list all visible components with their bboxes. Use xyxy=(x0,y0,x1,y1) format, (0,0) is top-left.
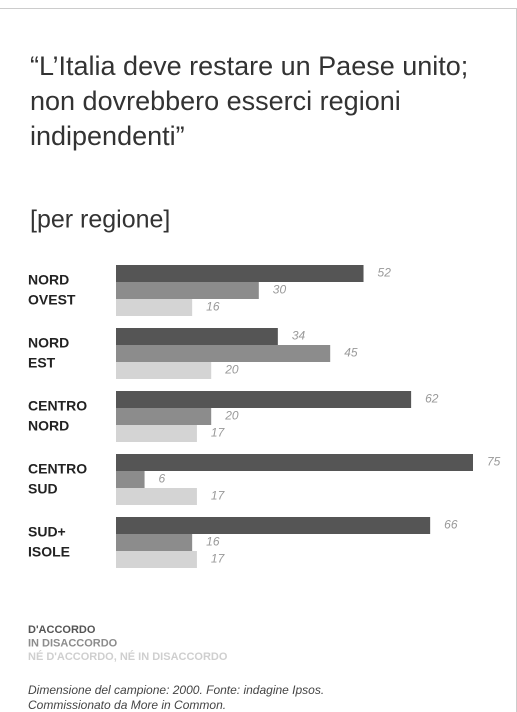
value-label: 16 xyxy=(206,535,220,549)
value-label: 17 xyxy=(211,552,226,566)
category-label: SUD+ xyxy=(28,524,66,540)
value-label: 34 xyxy=(292,329,306,343)
bar xyxy=(116,551,197,568)
value-label: 45 xyxy=(344,346,358,360)
footnote: Commissionato da More in Common. xyxy=(28,698,226,712)
category-label: NORD xyxy=(28,335,69,351)
subtitle: [per regione] xyxy=(30,206,170,234)
bar xyxy=(116,517,431,534)
category-label: CENTRO xyxy=(28,461,87,477)
category-label: SUD xyxy=(28,481,58,497)
value-label: 30 xyxy=(273,283,287,297)
value-label: 17 xyxy=(211,426,226,440)
value-label: 6 xyxy=(159,472,166,486)
bar xyxy=(116,282,259,299)
bar xyxy=(116,488,197,505)
bar xyxy=(116,328,278,345)
value-label: 20 xyxy=(224,363,239,377)
bar xyxy=(116,299,193,316)
title-line: indipendenti” xyxy=(30,121,185,151)
footnote: Dimensione del campione: 2000. Fonte: in… xyxy=(28,683,324,697)
bar xyxy=(116,534,193,551)
bar xyxy=(116,425,197,442)
title-line: “L’Italia deve restare un Paese unito; xyxy=(30,51,468,81)
bar xyxy=(116,362,212,379)
value-label: 75 xyxy=(487,455,501,469)
category-label: NORD xyxy=(28,418,69,434)
value-label: 62 xyxy=(425,392,439,406)
bar xyxy=(116,391,412,408)
value-label: 52 xyxy=(378,266,392,280)
bar xyxy=(116,408,212,425)
value-label: 20 xyxy=(224,409,239,423)
legend-entry: NÉ D'ACCORDO, NÉ IN DISACCORDO xyxy=(28,650,228,663)
category-label: ISOLE xyxy=(28,544,70,560)
bar xyxy=(116,454,473,471)
title-line: non dovrebbero esserci regioni xyxy=(30,86,401,116)
category-label: NORD xyxy=(28,272,69,288)
category-label: EST xyxy=(28,355,56,371)
value-label: 16 xyxy=(206,300,220,314)
bar xyxy=(116,265,364,282)
category-label: OVEST xyxy=(28,292,76,308)
value-label: 66 xyxy=(444,518,458,532)
legend-entry: D'ACCORDO xyxy=(28,624,96,636)
bar xyxy=(116,471,145,488)
bar xyxy=(116,345,331,362)
legend-entry: IN DISACCORDO xyxy=(28,637,118,649)
category-label: CENTRO xyxy=(28,398,87,414)
value-label: 17 xyxy=(211,489,226,503)
